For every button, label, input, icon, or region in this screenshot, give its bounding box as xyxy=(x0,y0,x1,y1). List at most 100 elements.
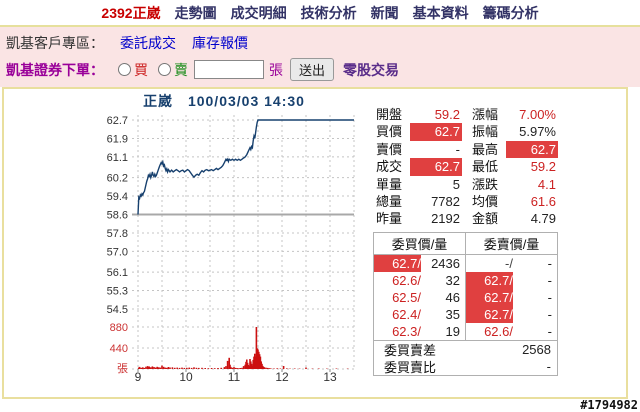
bid-cell: 62.6/32 xyxy=(374,272,465,289)
image-watermark: #1794982 xyxy=(580,398,638,412)
quote-label: 昨量 xyxy=(376,211,403,227)
spacer xyxy=(462,106,472,123)
ask-cell: 62.6/ - xyxy=(465,323,557,340)
quote-label: 金額 xyxy=(472,211,499,227)
bid-quantity: 32 xyxy=(445,273,460,288)
order-entry-row: 凱基證券下單： 買 賣 張 送出 零股交易 xyxy=(6,58,399,81)
ask-cell: 62.7/ - xyxy=(465,272,557,289)
quote-value: 62.7 xyxy=(410,158,462,176)
bid-cell: 62.3/19 xyxy=(374,323,465,340)
bid-quantity: 46 xyxy=(445,290,460,305)
client-area-row: 凱基客戶專區： 委託成交 庫存報價 xyxy=(6,33,248,53)
bid-price: 62.4/ xyxy=(392,307,421,322)
svg-text:62.7: 62.7 xyxy=(107,115,128,127)
submit-order-button[interactable]: 送出 xyxy=(290,58,335,81)
svg-text:61.9: 61.9 xyxy=(107,133,128,145)
quote-label: 均價 xyxy=(472,193,499,209)
buy-radio-label[interactable]: 買 xyxy=(134,61,148,78)
spacer xyxy=(462,158,472,175)
client-area-link[interactable]: 委託成交 xyxy=(120,35,176,51)
quote-label: 漲幅 xyxy=(472,107,499,122)
quote-label: 最高 xyxy=(472,141,499,157)
quote-row: 昨量 2192 金額 4.79 xyxy=(376,210,558,227)
svg-text:張: 張 xyxy=(117,362,128,375)
quote-value: 2192 xyxy=(431,211,460,227)
quote-label: 總量 xyxy=(376,193,403,209)
svg-text:440: 440 xyxy=(110,343,128,355)
order-entry-label: 凱基證券下單： xyxy=(6,61,104,78)
nav-link[interactable]: 走勢圖 xyxy=(174,4,217,21)
spacer xyxy=(462,123,472,140)
ask-quantity: - xyxy=(547,290,552,305)
order-book-row: 62.5/46 62.7/- xyxy=(374,289,557,306)
intraday-price-volume-chart: 62.7 61.9 61.1 60.2 59.4 58.6 57.8 57.0 56.1 55.3… xyxy=(107,115,355,384)
quote-value: 7.00% xyxy=(519,107,556,122)
nav-link[interactable]: 技術分析 xyxy=(300,4,357,21)
chart-title-stock: 正崴 xyxy=(143,93,174,109)
bid-price: 62.3/ xyxy=(392,324,421,339)
nav-link[interactable]: 基本資料 xyxy=(412,4,469,21)
quote-label: 買價 xyxy=(376,124,403,140)
svg-text:61.1: 61.1 xyxy=(107,152,128,164)
sell-radio[interactable] xyxy=(158,63,171,76)
ask-price: 62.7/ xyxy=(466,289,513,306)
nav-link[interactable]: 成交明細 xyxy=(230,4,287,21)
bid-ask-diff-label: 委買賣差 xyxy=(384,343,437,358)
nav-link[interactable]: 籌碼分析 xyxy=(482,4,539,21)
svg-text:880: 880 xyxy=(110,322,128,334)
quote-value: - xyxy=(455,141,460,157)
quote-summary-panel: 開盤 59.2 漲幅 7.00% 買價 62.7 振幅 5.97% 賣價 - 最高 62.7 成交 62.… xyxy=(376,106,558,228)
quote-value: 7782 xyxy=(431,193,460,209)
ask-quantity: - xyxy=(547,307,552,322)
svg-text:55.3: 55.3 xyxy=(107,286,128,298)
nav-links: 走勢圖 成交明細 技術分析 新聞 基本資料 籌碼分析 xyxy=(175,3,539,23)
ask-cell: -/ - xyxy=(465,255,557,272)
chart-title-datetime: 100/03/03 14:30 xyxy=(187,93,305,109)
spacer xyxy=(462,193,472,210)
order-book-row: 62.6/32 62.7/- xyxy=(374,272,557,289)
spacer xyxy=(462,141,472,158)
svg-text:57.0: 57.0 xyxy=(107,246,128,258)
quote-row: 賣價 - 最高 62.7 xyxy=(376,140,558,159)
bid-ask-diff-value: 2568 xyxy=(522,342,551,357)
bid-quantity: 19 xyxy=(445,324,460,339)
svg-text:13: 13 xyxy=(323,370,337,384)
bid-ask-ratio-label: 委買賣比 xyxy=(384,360,437,375)
odd-lot-link[interactable]: 零股交易 xyxy=(343,61,400,78)
sell-radio-label[interactable]: 賣 xyxy=(174,61,188,78)
quote-value: 62.7 xyxy=(506,140,558,159)
svg-text:54.5: 54.5 xyxy=(107,304,128,316)
ask-header: 委賣價/量 xyxy=(465,233,557,254)
client-area-link[interactable]: 庫存報價 xyxy=(192,35,248,51)
top-nav: 2392正崴 走勢圖 成交明細 技術分析 新聞 基本資料 籌碼分析 xyxy=(0,0,640,25)
quote-row: 單量 5 漲跌 4.1 xyxy=(376,176,558,193)
quote-label: 賣價 xyxy=(376,141,403,157)
nav-separator xyxy=(0,25,640,27)
quantity-unit-label: 張 xyxy=(269,61,283,78)
client-area-label: 凱基客戶專區： xyxy=(6,35,104,51)
quote-row: 成交 62.7 最低 59.2 xyxy=(376,158,558,176)
bid-ask-diff-row: 委買賣差 2568 xyxy=(374,341,557,358)
quote-label: 漲跌 xyxy=(472,176,499,192)
quote-label: 成交 xyxy=(376,159,403,175)
quote-value: 59.2 xyxy=(434,107,460,122)
bid-header: 委買價/量 xyxy=(391,237,448,252)
ask-quantity: - xyxy=(547,273,552,288)
ask-cell: 62.7/ - xyxy=(465,306,557,323)
bid-ask-ratio-row: 委買賣比 - xyxy=(374,358,557,375)
svg-text:11: 11 xyxy=(228,370,241,384)
order-book-row: 62.4/35 62.7/ - xyxy=(374,306,557,323)
quote-value: 4.1 xyxy=(537,176,556,192)
order-book-row: 62.3/19 62.6/ - xyxy=(374,323,557,340)
ask-quantity: - xyxy=(547,324,552,339)
nav-link[interactable]: 新聞 xyxy=(370,4,399,21)
bid-cell: 62.4/35 xyxy=(374,306,465,323)
svg-text:60.2: 60.2 xyxy=(107,173,128,185)
svg-text:12: 12 xyxy=(275,370,289,384)
order-book-header: 委買價/量 委賣價/量 xyxy=(374,233,557,255)
ask-price: 62.6/ xyxy=(484,324,513,339)
ask-price: 62.7/ xyxy=(466,306,513,323)
buy-radio[interactable] xyxy=(118,63,131,76)
quantity-input[interactable] xyxy=(194,60,264,79)
